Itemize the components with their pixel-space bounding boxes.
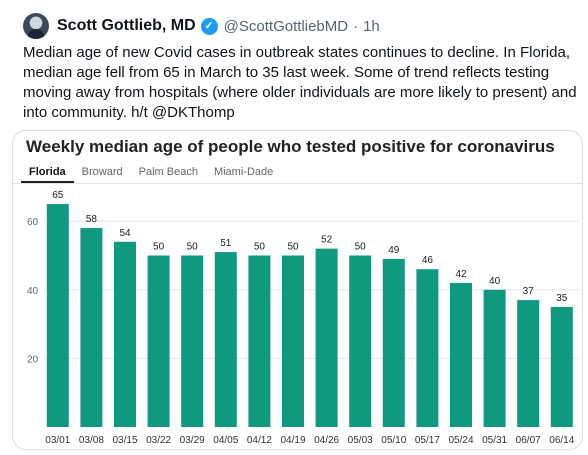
x-tick-label: 04/05 <box>213 435 238 446</box>
bar <box>349 255 372 427</box>
y-tick-label: 40 <box>27 286 39 297</box>
data-label: 42 <box>455 269 467 280</box>
tweet-header: Scott Gottlieb, MD ✓ @ScottGottliebMD · … <box>57 14 380 38</box>
x-tick-label: 03/01 <box>45 435 70 446</box>
separator: · <box>353 17 359 35</box>
data-label: 50 <box>287 242 299 253</box>
x-tick-label: 06/14 <box>549 435 574 446</box>
region-tabs: Florida Broward Palm Beach Miami-Dade <box>21 165 281 183</box>
chart-title: Weekly median age of people who tested p… <box>26 137 555 156</box>
data-label: 52 <box>321 235 333 246</box>
x-tick-label: 03/22 <box>146 435 171 446</box>
chart-card[interactable]: Weekly median age of people who tested p… <box>12 130 583 450</box>
x-tick-label: 03/08 <box>79 435 104 446</box>
tweet-text: Median age of new Covid cases in outbrea… <box>23 44 577 121</box>
x-tick-label: 03/15 <box>112 435 137 446</box>
data-label: 46 <box>422 255 434 266</box>
avatar[interactable] <box>23 13 49 39</box>
bar-chart: 20 40 60 65 03/01 58 03/08 54 03/15 50 03/22 50 03/2… <box>27 190 579 446</box>
display-name[interactable]: Scott Gottlieb, MD <box>57 17 196 34</box>
y-tick-label: 20 <box>27 354 39 365</box>
bar <box>46 204 69 427</box>
bar <box>550 306 573 427</box>
bar <box>114 241 136 427</box>
data-label: 51 <box>220 238 232 249</box>
bar <box>80 228 103 427</box>
bar <box>282 255 304 427</box>
x-tick-label: 06/07 <box>516 435 541 446</box>
bar <box>517 300 540 427</box>
bar <box>214 252 237 427</box>
data-label: 50 <box>355 242 367 253</box>
data-label: 65 <box>52 190 64 201</box>
data-label: 50 <box>254 242 266 253</box>
tab-miami-dade[interactable]: Miami-Dade <box>213 166 274 178</box>
tab-divider <box>13 183 582 184</box>
data-label: 35 <box>556 293 568 304</box>
bar <box>483 289 506 427</box>
bar <box>382 258 405 427</box>
x-tick-label: 05/17 <box>415 435 440 446</box>
data-label: 40 <box>489 276 501 287</box>
data-label: 49 <box>388 245 400 256</box>
timestamp[interactable]: 1h <box>363 17 380 35</box>
bar <box>450 282 472 427</box>
x-tick-label: 04/12 <box>247 435 272 446</box>
bar <box>315 248 338 427</box>
x-tick-label: 05/31 <box>482 435 507 446</box>
data-label: 58 <box>86 214 98 225</box>
x-tick-label: 03/29 <box>180 435 205 446</box>
data-label: 50 <box>153 242 165 253</box>
verified-badge-icon: ✓ <box>200 17 218 35</box>
data-label: 37 <box>523 286 535 297</box>
y-tick-label: 60 <box>27 217 39 228</box>
x-tick-label: 04/26 <box>314 435 339 446</box>
handle[interactable]: @ScottGottliebMD <box>223 17 349 35</box>
x-tick-label: 05/10 <box>381 435 406 446</box>
bar <box>181 255 204 427</box>
data-label: 50 <box>187 242 199 253</box>
tab-florida[interactable]: Florida <box>21 165 74 183</box>
x-tick-label: 04/19 <box>280 435 305 446</box>
bar <box>248 255 271 427</box>
x-tick-label: 05/24 <box>448 435 473 446</box>
bar <box>416 269 439 427</box>
x-tick-label: 05/03 <box>348 435 373 446</box>
bar <box>147 255 170 427</box>
data-label: 54 <box>119 228 131 239</box>
tab-palm-beach[interactable]: Palm Beach <box>138 166 198 178</box>
tab-broward[interactable]: Broward <box>81 166 123 178</box>
